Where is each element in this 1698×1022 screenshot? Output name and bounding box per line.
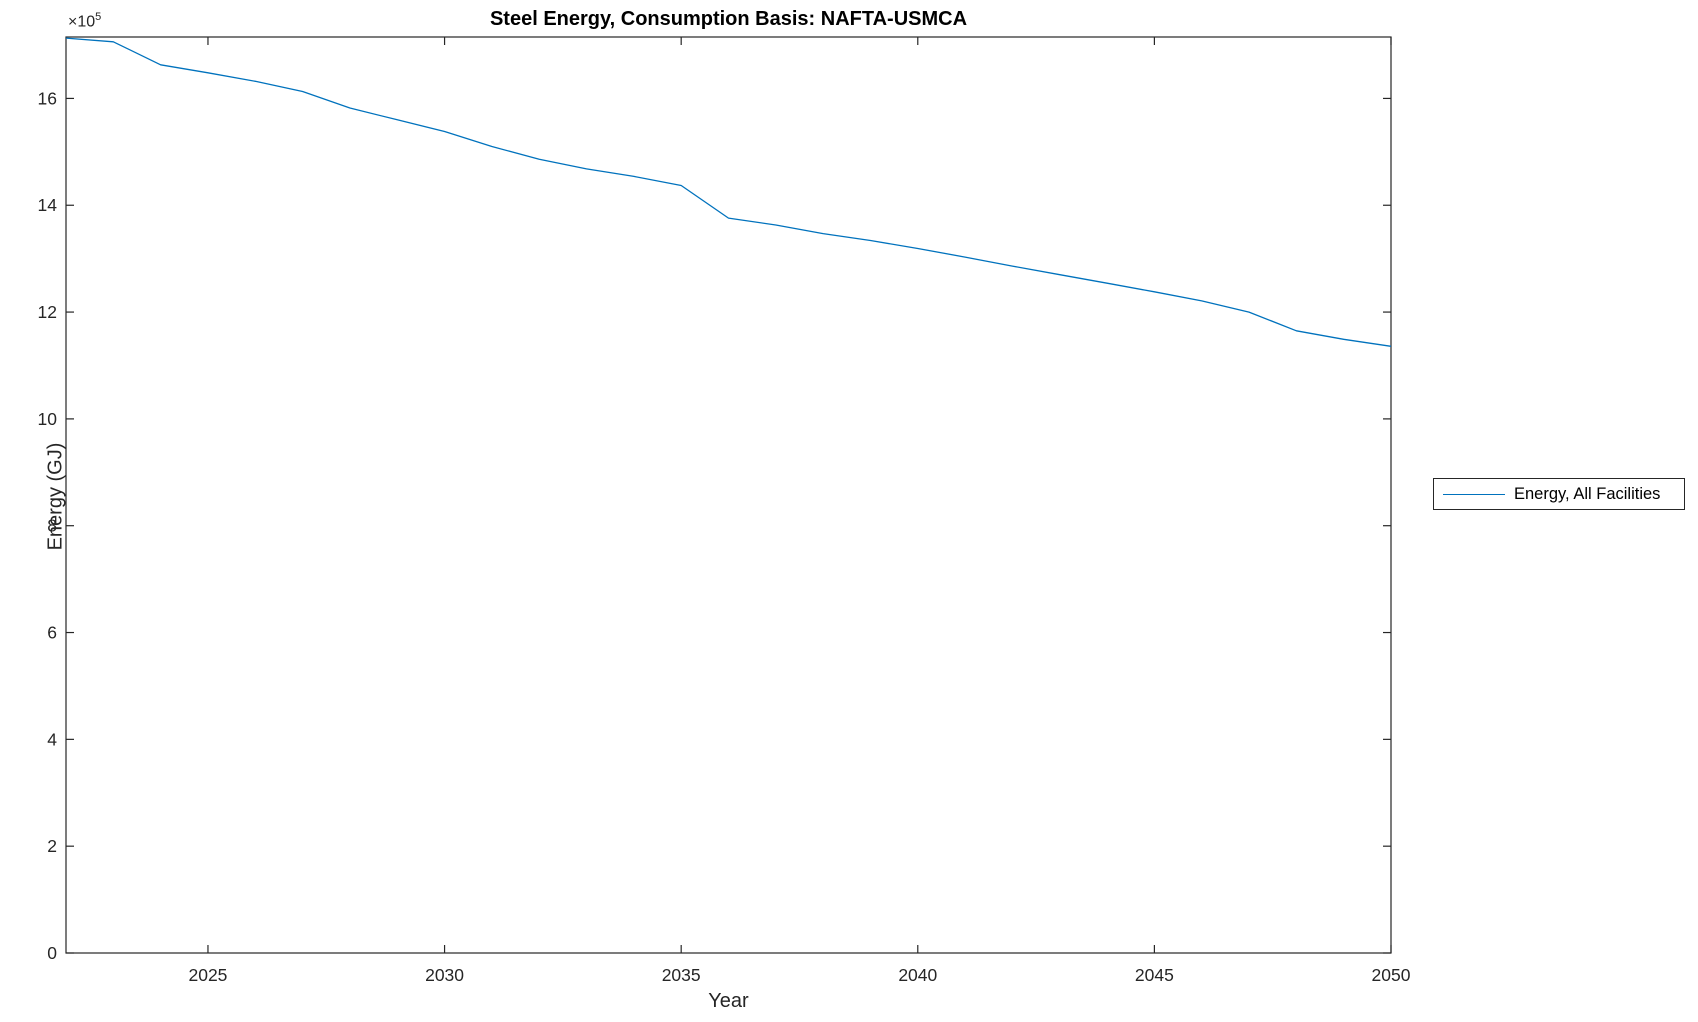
legend-line-sample [1443,493,1505,495]
y-axis-multiplier: ×105 [68,11,101,31]
x-axis-label: Year [708,990,749,1012]
x-tick-label: 2040 [898,965,937,985]
y-axis-multiplier-exponent: 5 [95,11,102,23]
y-tick-label: 16 [38,88,57,108]
chart-title: Steel Energy, Consumption Basis: NAFTA-U… [489,8,968,30]
y-tick-label: 6 [47,623,57,643]
energy-series-line [65,37,1392,347]
x-tick-label: 2030 [425,965,464,985]
x-tick-label: 2045 [1135,965,1174,985]
y-axis-label: Energy (GJ) [44,442,67,551]
y-tick-label: 2 [47,836,57,856]
axes-frame [65,36,1392,954]
y-axis-multiplier-base: ×10 [68,13,96,31]
y-tick-label: 14 [38,195,58,215]
legend: Energy, All Facilities [1433,478,1685,510]
y-tick-label: 8 [47,516,57,536]
x-tick-label: 2050 [1372,965,1411,985]
x-tick-label: 2025 [188,965,227,985]
y-tick-label: 12 [38,302,57,322]
x-tick-label: 2035 [662,965,701,985]
y-tick-label: 0 [47,943,57,963]
legend-entry-label: Energy, All Facilities [1514,484,1661,503]
y-tick-label: 10 [38,409,58,429]
y-tick-label: 4 [47,729,57,749]
